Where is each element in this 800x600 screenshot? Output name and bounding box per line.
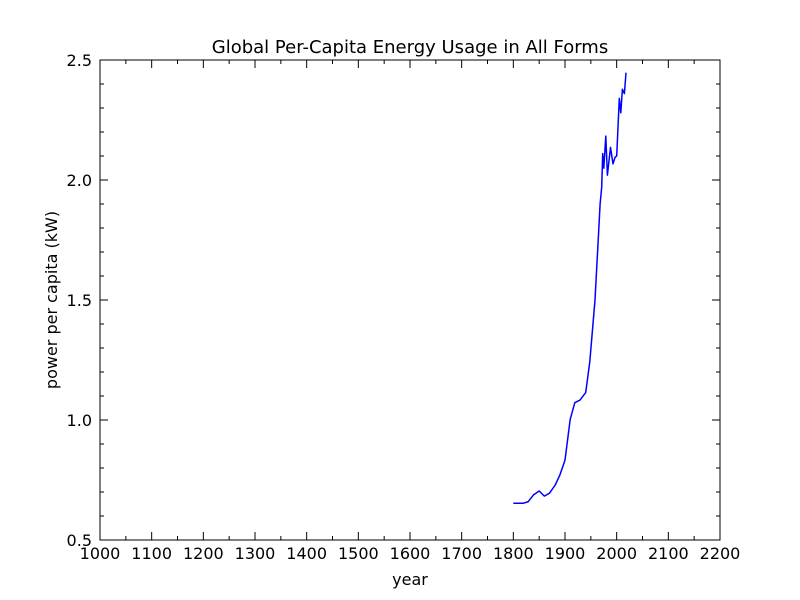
x-tick-label: 2000 <box>596 544 637 563</box>
plot-frame <box>99 59 721 541</box>
x-tick-label: 1600 <box>390 544 431 563</box>
y-tick-label: 2.0 <box>67 171 92 190</box>
x-tick-label: 1200 <box>183 544 224 563</box>
chart-title: Global Per-Capita Energy Usage in All Fo… <box>212 37 608 58</box>
series-lines <box>513 72 627 505</box>
x-tick-label: 1300 <box>235 544 276 563</box>
x-tick-label: 2100 <box>648 544 689 563</box>
x-tick-label: 2200 <box>700 544 741 563</box>
x-tick-label: 1900 <box>545 544 586 563</box>
x-tick-label: 1400 <box>286 544 327 563</box>
axis-ticks: 1000 1100 1200 1300 1400 1500 1600 1700 1800 1900… <box>67 51 741 563</box>
x-tick-label: 1500 <box>338 544 379 563</box>
x-tick-label: 1700 <box>441 544 482 563</box>
series-line <box>513 72 627 505</box>
x-tick-label: 1100 <box>131 544 172 563</box>
y-tick-label: 1.0 <box>67 411 92 430</box>
x-tick-label: 1800 <box>493 544 534 563</box>
y-tick-label: 2.5 <box>67 51 92 70</box>
x-tick-label: 1000 <box>80 544 121 563</box>
y-tick-label: 1.5 <box>67 291 92 310</box>
y-tick-label: 0.5 <box>67 531 92 550</box>
x-axis-label: year <box>392 570 428 589</box>
y-axis-label: power per capita (kW) <box>42 211 61 389</box>
